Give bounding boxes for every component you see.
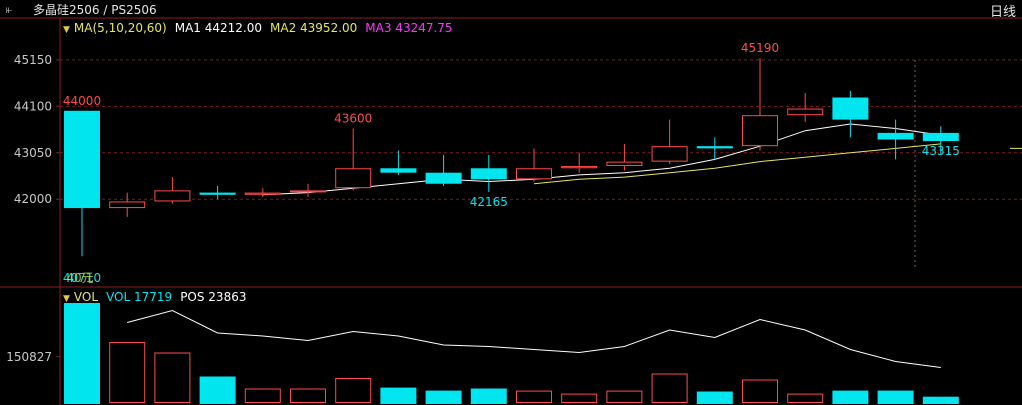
high-label: 44000 <box>63 94 101 108</box>
vol-legend-title: VOL <box>73 290 99 304</box>
volume-bar <box>606 390 643 404</box>
candle-body <box>199 192 236 195</box>
candle-body <box>290 190 326 193</box>
volume-bar <box>651 373 688 403</box>
candle-body <box>64 110 100 209</box>
candle-body <box>244 192 281 195</box>
candle <box>290 183 326 198</box>
high-label: 45190 <box>741 41 779 55</box>
volume-bar <box>154 352 191 403</box>
collapse-arrow-icon[interactable]: ▼ <box>63 25 70 35</box>
ma3-value: MA3 43247.75 <box>365 21 453 35</box>
volume-bar <box>290 388 326 403</box>
candle-body <box>335 168 372 189</box>
volume-bar <box>109 342 146 403</box>
volume-bar <box>696 391 733 404</box>
title-bar: ⫦ 多晶硅2506 / PS2506 日线 <box>0 0 1022 20</box>
candle <box>109 192 146 217</box>
ma10-line <box>533 143 941 185</box>
candle <box>335 128 372 191</box>
candle-body <box>380 168 417 173</box>
volume-bar <box>742 379 778 403</box>
vol-tick-label: 150827 <box>6 350 52 364</box>
volume-bar <box>561 393 598 404</box>
y-tick-label: 42000 <box>14 192 52 206</box>
candle <box>425 155 462 186</box>
candle <box>606 143 643 171</box>
candle-body <box>606 161 643 167</box>
vol-value: VOL 17719 <box>106 290 173 304</box>
volume-bar <box>244 388 281 403</box>
candle <box>470 155 507 192</box>
high-label: 43600 <box>334 111 372 125</box>
volume-bar <box>199 376 236 404</box>
window-title: 多晶硅2506 / PS2506 <box>33 3 157 17</box>
candle <box>832 90 869 138</box>
candle-body <box>787 108 824 116</box>
volume-bar <box>425 390 462 404</box>
candle <box>380 150 417 175</box>
window-icon[interactable]: ⫦ <box>6 3 13 16</box>
candle <box>244 188 281 198</box>
candle-body <box>696 146 733 149</box>
candle <box>154 177 191 204</box>
candle <box>696 137 733 160</box>
pos-line <box>127 309 941 368</box>
volume-bar <box>922 396 959 404</box>
candle <box>877 119 914 160</box>
volume-bar <box>470 388 507 404</box>
low-label-overlay: 40元 <box>66 271 93 285</box>
candle-body <box>922 132 959 142</box>
volume-bar <box>877 390 914 404</box>
volume-bar <box>380 387 417 404</box>
candle <box>651 119 688 164</box>
candle-body <box>832 97 869 120</box>
candle-body <box>516 168 552 180</box>
candle-body <box>877 132 914 140</box>
low-label: 42165 <box>470 195 508 209</box>
y-tick-label: 44100 <box>14 99 52 113</box>
ma2-value: MA2 43952.00 <box>270 21 358 35</box>
candle <box>64 110 100 257</box>
ma5-line <box>262 123 941 196</box>
volume-bar <box>516 390 552 404</box>
candle <box>742 58 778 151</box>
collapse-arrow-icon[interactable]: ▼ <box>63 294 70 304</box>
candle <box>516 148 552 182</box>
volume-bar <box>787 393 824 404</box>
volume-bar <box>335 378 372 403</box>
vol-legend: ▼ VOL VOL 17719 POS 23863 <box>63 290 254 304</box>
candle-body <box>470 168 507 180</box>
volume-bar <box>832 390 869 404</box>
candle-body <box>561 166 598 169</box>
y-tick-label: 45150 <box>14 53 52 67</box>
ma-legend: ▼ MA(5,10,20,60) MA1 44212.00 MA2 43952.00 M… <box>63 21 461 35</box>
volume-bar <box>64 303 100 404</box>
period-selector[interactable]: 日线 <box>989 5 1016 20</box>
low-label: 43315 <box>922 144 960 158</box>
candle <box>199 185 236 200</box>
candle <box>787 93 824 122</box>
candle-body <box>154 190 191 202</box>
candle-body <box>109 201 146 209</box>
low-label: 40710 <box>63 271 101 285</box>
y-tick-label: 43050 <box>14 146 52 160</box>
candle <box>922 126 959 155</box>
candle-body <box>742 115 778 147</box>
candle <box>561 152 598 173</box>
candle-body <box>651 146 688 162</box>
pos-value: POS 23863 <box>180 290 247 304</box>
ma1-value: MA1 44212.00 <box>174 21 263 35</box>
candle-body <box>425 172 462 184</box>
ma-legend-title: MA(5,10,20,60) <box>73 21 167 35</box>
